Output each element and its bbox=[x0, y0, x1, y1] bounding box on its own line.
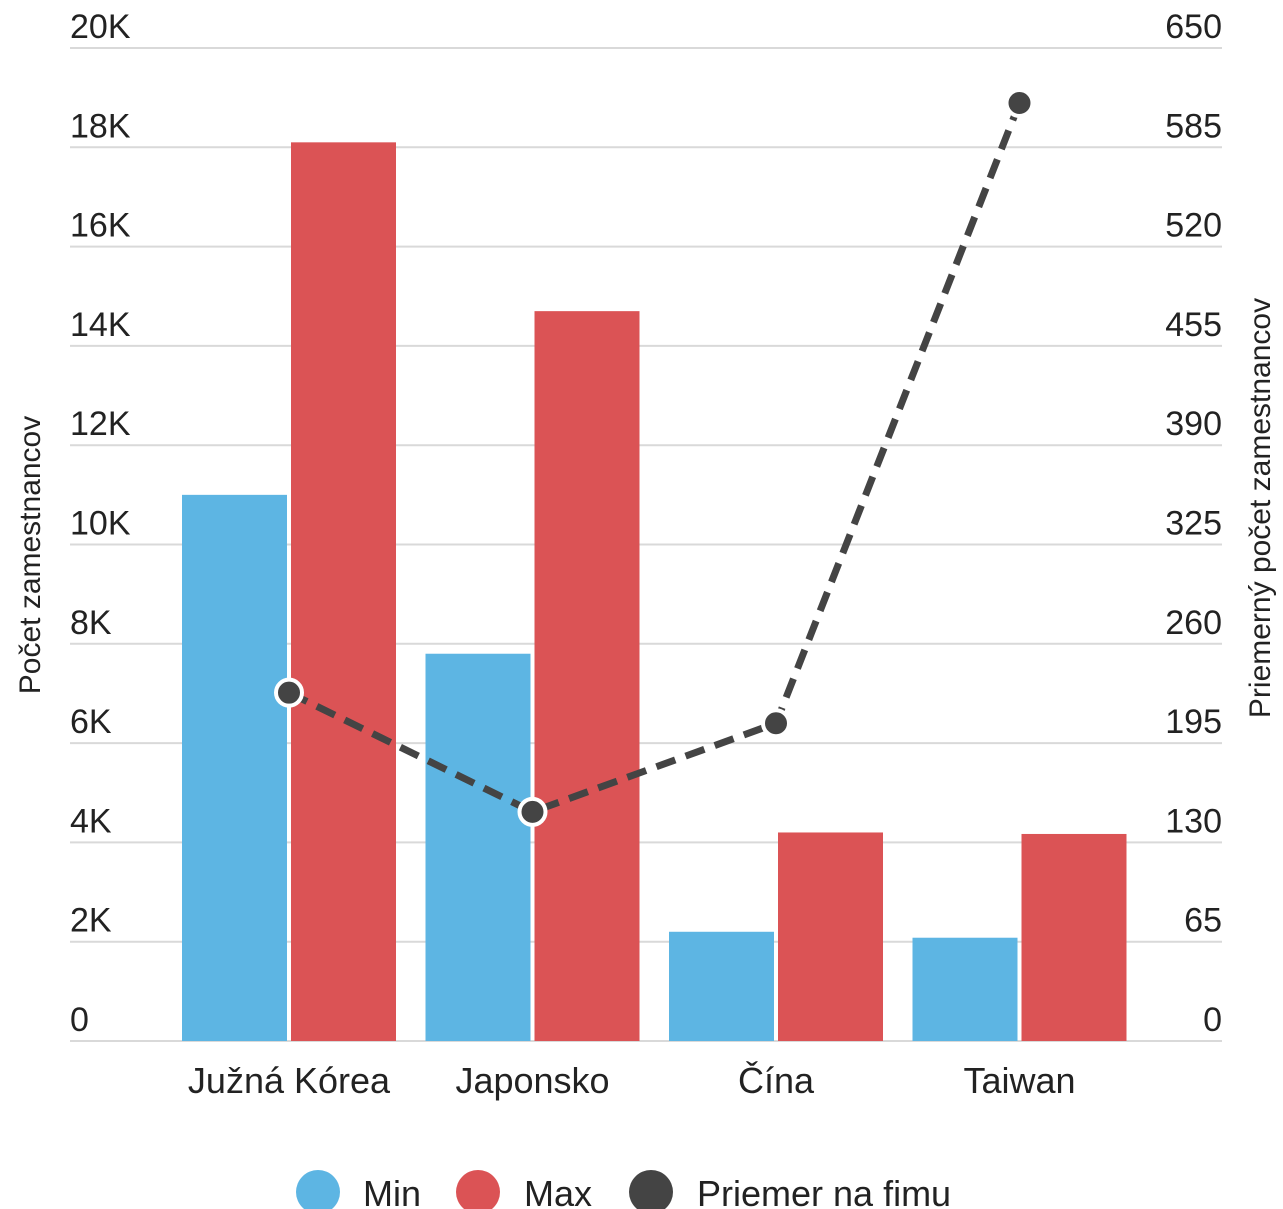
legend-label: Priemer na fimu bbox=[697, 1173, 951, 1209]
right-tick-label: 260 bbox=[1165, 604, 1222, 642]
bar-min-2 bbox=[425, 653, 531, 1041]
average-point-4 bbox=[1004, 87, 1035, 118]
category-labels: Južná Kórea Japonsko Čína Taiwan bbox=[188, 1060, 1076, 1101]
left-tick-label: 0 bbox=[70, 1001, 89, 1039]
left-axis-ticks: 0 2K 4K 6K 8K 10K 12K 14K 16K 18K 20K bbox=[70, 8, 131, 1039]
category-label: Taiwan bbox=[963, 1060, 1075, 1101]
left-tick-label: 10K bbox=[70, 505, 131, 543]
right-tick-label: 130 bbox=[1165, 802, 1222, 840]
left-tick-label: 20K bbox=[70, 8, 131, 46]
average-line bbox=[274, 87, 1035, 827]
left-tick-label: 18K bbox=[70, 107, 131, 145]
bar-min-4 bbox=[912, 937, 1018, 1041]
bar-min-1 bbox=[182, 494, 287, 1042]
bar-min-3 bbox=[669, 931, 774, 1041]
right-tick-label: 390 bbox=[1165, 405, 1222, 443]
left-tick-label: 8K bbox=[70, 604, 112, 642]
bar-max-3 bbox=[778, 832, 883, 1041]
left-tick-label: 6K bbox=[70, 703, 112, 741]
average-line-path bbox=[287, 101, 1023, 816]
left-tick-label: 4K bbox=[70, 802, 112, 840]
right-tick-label: 0 bbox=[1203, 1001, 1222, 1039]
legend-swatch-1 bbox=[296, 1170, 340, 1209]
left-axis-title: Počet zamestnancov bbox=[14, 416, 47, 694]
right-tick-label: 195 bbox=[1165, 703, 1222, 741]
legend-swatch-3 bbox=[629, 1170, 673, 1209]
legend-label: Max bbox=[524, 1173, 592, 1209]
left-tick-label: 14K bbox=[70, 306, 131, 344]
right-axis-ticks: 0 65 130 195 260 325 390 455 520 585 650 bbox=[1165, 8, 1222, 1039]
bars bbox=[182, 142, 1127, 1042]
right-tick-label: 585 bbox=[1165, 107, 1222, 145]
right-tick-label: 455 bbox=[1165, 306, 1222, 344]
right-tick-label: 325 bbox=[1165, 505, 1222, 543]
legend-label: Min bbox=[363, 1173, 421, 1209]
right-axis-title: Priemerný počet zamestnancov bbox=[1244, 298, 1277, 718]
average-point-2 bbox=[517, 796, 548, 827]
average-point-1 bbox=[274, 677, 304, 708]
bar-max-1 bbox=[291, 142, 396, 1041]
category-label: Japonsko bbox=[455, 1060, 609, 1101]
right-tick-label: 65 bbox=[1184, 902, 1222, 940]
bar-max-4 bbox=[1021, 833, 1127, 1041]
right-tick-label: 520 bbox=[1165, 207, 1222, 245]
left-tick-label: 16K bbox=[70, 207, 131, 245]
average-point-3 bbox=[761, 708, 791, 739]
bar-max-2 bbox=[534, 311, 640, 1041]
category-label: Čína bbox=[738, 1060, 815, 1101]
category-label: Južná Kórea bbox=[188, 1060, 391, 1101]
left-tick-label: 2K bbox=[70, 902, 112, 940]
right-tick-label: 650 bbox=[1165, 8, 1222, 46]
legend: Min Max Priemer na fimu bbox=[296, 1170, 951, 1209]
left-tick-label: 12K bbox=[70, 405, 131, 443]
legend-swatch-2 bbox=[456, 1170, 500, 1209]
